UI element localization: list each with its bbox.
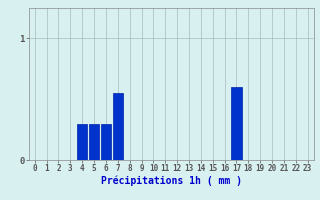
Bar: [231, 87, 242, 160]
Bar: [77, 124, 87, 160]
Bar: [113, 93, 123, 160]
Bar: [101, 124, 111, 160]
X-axis label: Précipitations 1h ( mm ): Précipitations 1h ( mm ): [101, 176, 242, 186]
Bar: [89, 124, 99, 160]
